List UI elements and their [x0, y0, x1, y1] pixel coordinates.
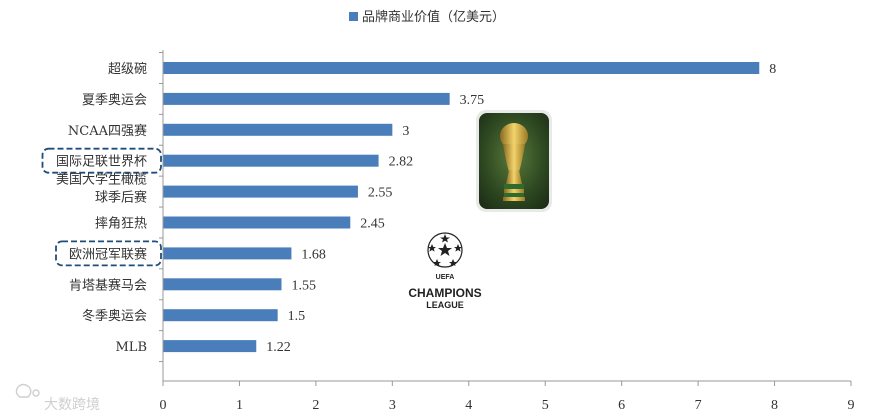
- bar: [163, 154, 379, 167]
- value-label: 3.75: [460, 93, 485, 108]
- category-label: 美国大学生橄榄球季后赛: [56, 172, 147, 206]
- legend-label: 品牌商业价值（亿美元）: [362, 9, 505, 25]
- champions-league-logo: UEFA CHAMPIONS LEAGUE: [408, 232, 482, 310]
- value-label: 1.5: [288, 309, 306, 324]
- legend: 品牌商业价值（亿美元）: [349, 9, 505, 25]
- starball-icon: [427, 232, 463, 268]
- highlight-box: [55, 240, 162, 267]
- bar: [163, 216, 351, 229]
- x-tick-label: 5: [542, 398, 549, 413]
- x-tick-label: 0: [160, 398, 167, 413]
- watermark: 大数跨境: [15, 383, 100, 413]
- world-cup-trophy-image: [476, 110, 552, 212]
- value-label: 8: [769, 62, 776, 77]
- x-tick-label: 9: [848, 398, 855, 413]
- value-label: 2.45: [360, 217, 385, 232]
- bar: [163, 92, 450, 105]
- value-label: 1.55: [291, 278, 316, 293]
- watermark-logo-icon: [15, 383, 40, 398]
- x-tick-label: 2: [312, 398, 319, 413]
- highlight-boxes: [41, 147, 162, 267]
- x-tick-label: 3: [389, 398, 396, 413]
- bar: [163, 247, 292, 260]
- category-label: 欧洲冠军联赛: [69, 246, 147, 262]
- category-label: 国际足联世界杯: [56, 155, 147, 170]
- category-label: 摔角狂热: [95, 216, 147, 232]
- category-label: 肯塔基赛马会: [69, 277, 147, 293]
- highlight-box: [41, 147, 162, 174]
- x-tick-label: 1: [236, 398, 243, 413]
- value-label: 1.68: [301, 247, 326, 262]
- x-axis: 0 1 2 3 4 5 6 7 8 9: [159, 50, 855, 413]
- x-tick-label: 4: [465, 398, 472, 413]
- x-tick-label: 7: [695, 398, 702, 413]
- category-label: 夏季奥运会: [82, 93, 147, 108]
- category-label: 冬季奥运会: [82, 308, 147, 324]
- bar: [163, 123, 393, 136]
- x-tick-label: 8: [771, 398, 778, 413]
- value-label: 2.82: [389, 155, 414, 170]
- watermark-text: 大数跨境: [44, 397, 100, 413]
- bar: [163, 62, 760, 74]
- category-label: MLB: [116, 340, 148, 355]
- bar: [163, 185, 358, 198]
- league-text: LEAGUE: [426, 300, 464, 310]
- bar: [163, 340, 257, 353]
- bar: [163, 278, 282, 291]
- champions-text: CHAMPIONS: [408, 286, 481, 300]
- bar: [163, 309, 278, 322]
- category-label: 超级碗: [108, 61, 147, 77]
- legend-swatch: [349, 12, 358, 21]
- bars: [163, 62, 760, 353]
- value-label: 3: [402, 124, 409, 139]
- value-label: 2.55: [368, 186, 393, 201]
- uefa-text: UEFA: [436, 274, 455, 281]
- value-labels: 8 3.75 3 2.82 2.55 2.45 1.68 1.55 1.5 1.22: [266, 62, 776, 355]
- value-label: 1.22: [266, 340, 291, 355]
- x-tick-label: 6: [618, 398, 625, 413]
- category-label: NCAA四强赛: [68, 123, 147, 139]
